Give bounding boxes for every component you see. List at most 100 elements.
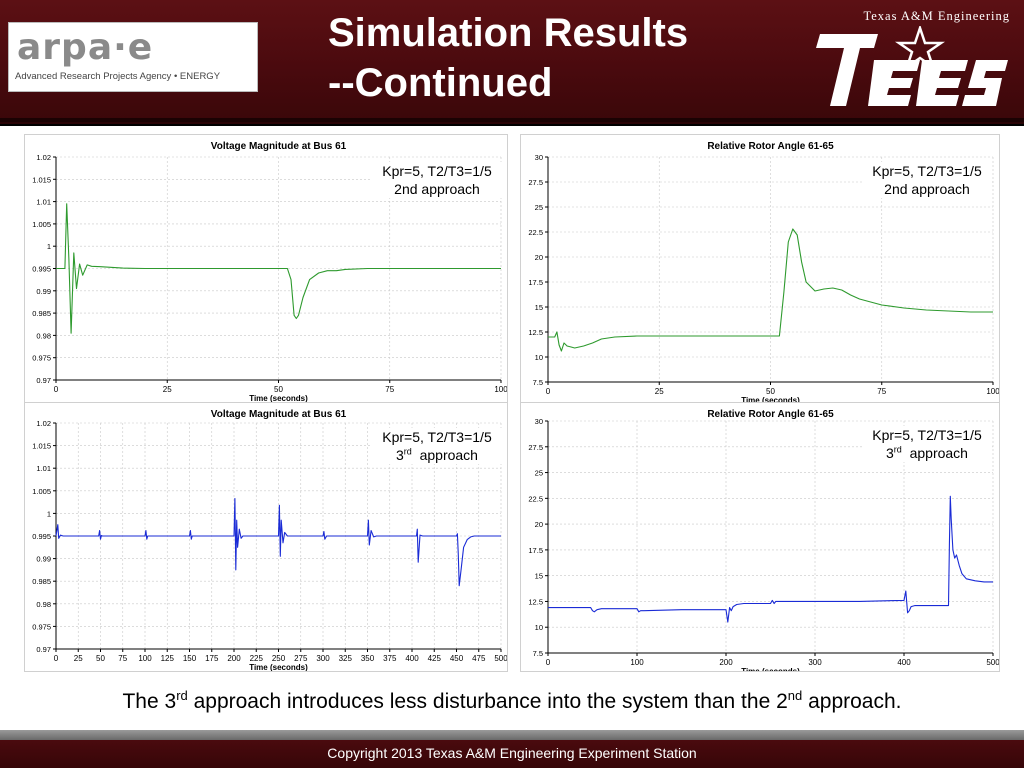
annotation-approach: 3rd approach [396,446,478,463]
annotation-voltage-2nd: Kpr=5, T2/T3=1/5 2nd approach [372,162,502,198]
x-tick-label: 25 [74,654,83,663]
annotation-approach: 3rd approach [886,444,968,461]
y-tick-label: 1.015 [32,442,51,451]
series-line [548,495,993,623]
x-tick-label: 500 [986,658,999,667]
chart-title: Relative Rotor Angle 61-65 [707,409,834,420]
tees-star-icon [894,26,946,71]
y-tick-label: 12.5 [528,328,543,337]
y-tick-label: 27.5 [528,443,543,452]
y-tick-label: 0.98 [36,331,51,340]
x-axis-label: Time (seconds) [741,396,800,403]
annotation-params: Kpr=5, T2/T3=1/5 [872,427,982,443]
y-tick-label: 7.5 [533,378,543,387]
y-tick-label: 1 [47,242,51,251]
x-tick-label: 100 [630,658,644,667]
y-tick-label: 1.02 [36,153,51,162]
y-tick-label: 20 [535,253,543,262]
y-tick-label: 0.98 [36,600,51,609]
x-tick-label: 0 [54,385,59,394]
tees-logo [816,26,1008,106]
arpa-e-tagline: Advanced Research Projects Agency • ENER… [15,71,221,82]
y-tick-label: 1.01 [36,198,51,207]
y-tick-label: 17.5 [528,546,543,555]
y-tick-label: 1.01 [36,464,51,473]
chart-voltage-3rd-svg: Voltage Magnitude at Bus 610 25 50 75 100 125… [32,409,507,671]
annotation-params: Kpr=5, T2/T3=1/5 [382,163,492,179]
x-tick-label: 225 [250,654,264,663]
chart-title: Voltage Magnitude at Bus 61 [211,409,347,420]
title-line-2: --Continued [328,61,553,105]
x-tick-label: 100 [986,387,999,396]
y-tick-label: 7.5 [533,649,543,658]
series-line [56,203,501,334]
x-axis-label: Time (seconds) [249,394,308,403]
x-tick-label: 75 [385,385,394,394]
series-line [548,228,993,352]
x-tick-label: 400 [897,658,911,667]
annotation-approach: 2nd approach [884,181,970,197]
annotation-params: Kpr=5, T2/T3=1/5 [872,163,982,179]
y-tick-label: 0.985 [32,577,51,586]
y-tick-label: 0.975 [32,622,51,631]
arpa-e-logo: arpa·e Advanced Research Projects Agency… [8,22,258,92]
annotation-rotor-3rd: Kpr=5, T2/T3=1/5 3rd approach [862,426,992,462]
footer-strip [0,730,1024,740]
slide-footer: Copyright 2013 Texas A&M Engineering Exp… [0,740,1024,768]
annotation-voltage-3rd: Kpr=5, T2/T3=1/5 3rd approach [372,428,502,464]
y-tick-label: 0.995 [32,532,51,541]
x-tick-label: 475 [472,654,486,663]
x-tick-label: 325 [339,654,353,663]
x-tick-label: 25 [163,385,172,394]
x-tick-label: 300 [316,654,330,663]
x-tick-label: 50 [274,385,283,394]
y-tick-label: 15 [535,572,543,581]
x-tick-label: 200 [719,658,733,667]
title-line-1: Simulation Results [328,11,689,55]
x-tick-label: 125 [161,654,175,663]
chart-rotor-3rd-svg: Relative Rotor Angle 61-65 0 100 200 300 400 5… [528,409,999,671]
x-tick-label: 175 [205,654,219,663]
y-tick-label: 0.97 [36,376,51,385]
slide-caption: The 3rd approach introduces less disturb… [122,688,902,713]
x-tick-label: 350 [361,654,375,663]
y-tick-label: 20 [535,520,543,529]
x-tick-label: 50 [766,387,775,396]
y-tick-label: 22.5 [528,228,543,237]
series-line [55,497,501,587]
y-tick-label: 0.99 [36,287,51,296]
tees-caption: Texas A&M Engineering [863,9,1010,23]
x-tick-label: 100 [138,654,152,663]
y-tick-label: 0.975 [32,354,51,363]
x-tick-label: 450 [450,654,464,663]
y-tick-label: 1 [47,509,51,518]
y-tick-label: 12.5 [528,597,543,606]
chart-voltage-2nd-svg: Voltage Magnitude at Bus 61 0 25 50 75 100 0.9… [32,141,507,403]
y-tick-label: 1.02 [36,419,51,428]
x-tick-label: 150 [183,654,197,663]
y-tick-label: 1.015 [32,175,51,184]
chart-rotor-2nd-svg: Relative Rotor Angle 61-65 0 25 50 75 100 7.5 1… [528,141,999,403]
chart-title: Relative Rotor Angle 61-65 [707,141,834,152]
y-tick-label: 1.005 [32,220,51,229]
chart-title: Voltage Magnitude at Bus 61 [211,141,347,152]
y-tick-label: 17.5 [528,278,543,287]
annotation-rotor-2nd: Kpr=5, T2/T3=1/5 2nd approach [862,162,992,198]
slide-title: Simulation Results --Continued [328,8,748,108]
x-tick-label: 25 [655,387,664,396]
y-tick-label: 15 [535,303,543,312]
y-tick-label: 10 [535,623,543,632]
y-tick-label: 0.985 [32,309,51,318]
slide-header: arpa·e Advanced Research Projects Agency… [0,0,1024,124]
x-tick-label: 300 [808,658,822,667]
x-tick-label: 75 [877,387,886,396]
x-tick-label: 425 [428,654,442,663]
footer-copyright: Copyright 2013 Texas A&M Engineering Exp… [327,745,697,761]
y-tick-label: 1.005 [32,487,51,496]
y-tick-label: 30 [535,153,543,162]
x-tick-label: 0 [546,658,551,667]
header-divider [0,118,1024,122]
x-tick-label: 500 [494,654,507,663]
y-tick-label: 22.5 [528,494,543,503]
x-tick-label: 275 [294,654,308,663]
